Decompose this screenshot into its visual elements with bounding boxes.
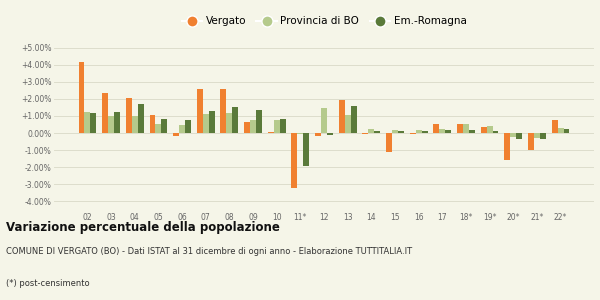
Bar xyxy=(185,120,191,133)
Bar xyxy=(108,116,114,133)
Bar xyxy=(540,133,546,139)
Bar xyxy=(155,124,161,133)
Bar xyxy=(173,133,179,136)
Bar xyxy=(345,115,350,133)
Bar xyxy=(534,133,540,138)
Bar xyxy=(303,133,309,166)
Bar xyxy=(102,93,108,133)
Bar xyxy=(209,111,215,133)
Bar xyxy=(445,130,451,133)
Bar xyxy=(552,120,557,133)
Bar xyxy=(268,132,274,133)
Bar xyxy=(91,113,96,133)
Bar xyxy=(256,110,262,133)
Bar xyxy=(79,62,85,133)
Bar xyxy=(439,129,445,133)
Bar xyxy=(137,104,143,133)
Bar xyxy=(487,126,493,133)
Bar xyxy=(516,133,522,139)
Bar xyxy=(457,124,463,133)
Bar xyxy=(386,133,392,152)
Bar xyxy=(126,98,132,133)
Bar xyxy=(132,116,137,133)
Bar xyxy=(410,133,416,134)
Bar xyxy=(339,100,345,133)
Bar xyxy=(469,130,475,133)
Text: COMUNE DI VERGATO (BO) - Dati ISTAT al 31 dicembre di ogni anno - Elaborazione T: COMUNE DI VERGATO (BO) - Dati ISTAT al 3… xyxy=(6,248,412,256)
Bar xyxy=(433,124,439,133)
Bar xyxy=(362,133,368,134)
Bar xyxy=(197,88,203,133)
Bar xyxy=(232,107,238,133)
Bar xyxy=(374,131,380,133)
Bar xyxy=(280,119,286,133)
Bar xyxy=(114,112,120,133)
Bar xyxy=(298,133,303,134)
Legend: Vergato, Provincia di BO, Em.-Romagna: Vergato, Provincia di BO, Em.-Romagna xyxy=(178,12,470,30)
Bar xyxy=(563,129,569,133)
Bar xyxy=(505,133,511,160)
Bar xyxy=(85,112,91,133)
Bar xyxy=(226,113,232,133)
Bar xyxy=(292,133,298,188)
Bar xyxy=(463,124,469,133)
Bar xyxy=(220,88,226,133)
Bar xyxy=(557,128,563,133)
Bar xyxy=(315,133,321,136)
Bar xyxy=(161,118,167,133)
Bar xyxy=(493,131,499,133)
Bar xyxy=(481,127,487,133)
Bar xyxy=(398,131,404,133)
Text: (*) post-censimento: (*) post-censimento xyxy=(6,279,89,288)
Bar xyxy=(274,120,280,133)
Bar xyxy=(350,106,356,133)
Text: Variazione percentuale della popolazione: Variazione percentuale della popolazione xyxy=(6,220,280,233)
Bar xyxy=(321,108,327,133)
Bar xyxy=(244,122,250,133)
Bar xyxy=(368,129,374,133)
Bar xyxy=(327,133,333,135)
Bar xyxy=(179,124,185,133)
Bar xyxy=(203,114,209,133)
Bar xyxy=(392,130,398,133)
Bar xyxy=(422,131,428,133)
Bar xyxy=(250,120,256,133)
Bar xyxy=(511,133,516,137)
Bar xyxy=(528,133,534,150)
Bar xyxy=(149,115,155,133)
Bar xyxy=(416,130,422,133)
